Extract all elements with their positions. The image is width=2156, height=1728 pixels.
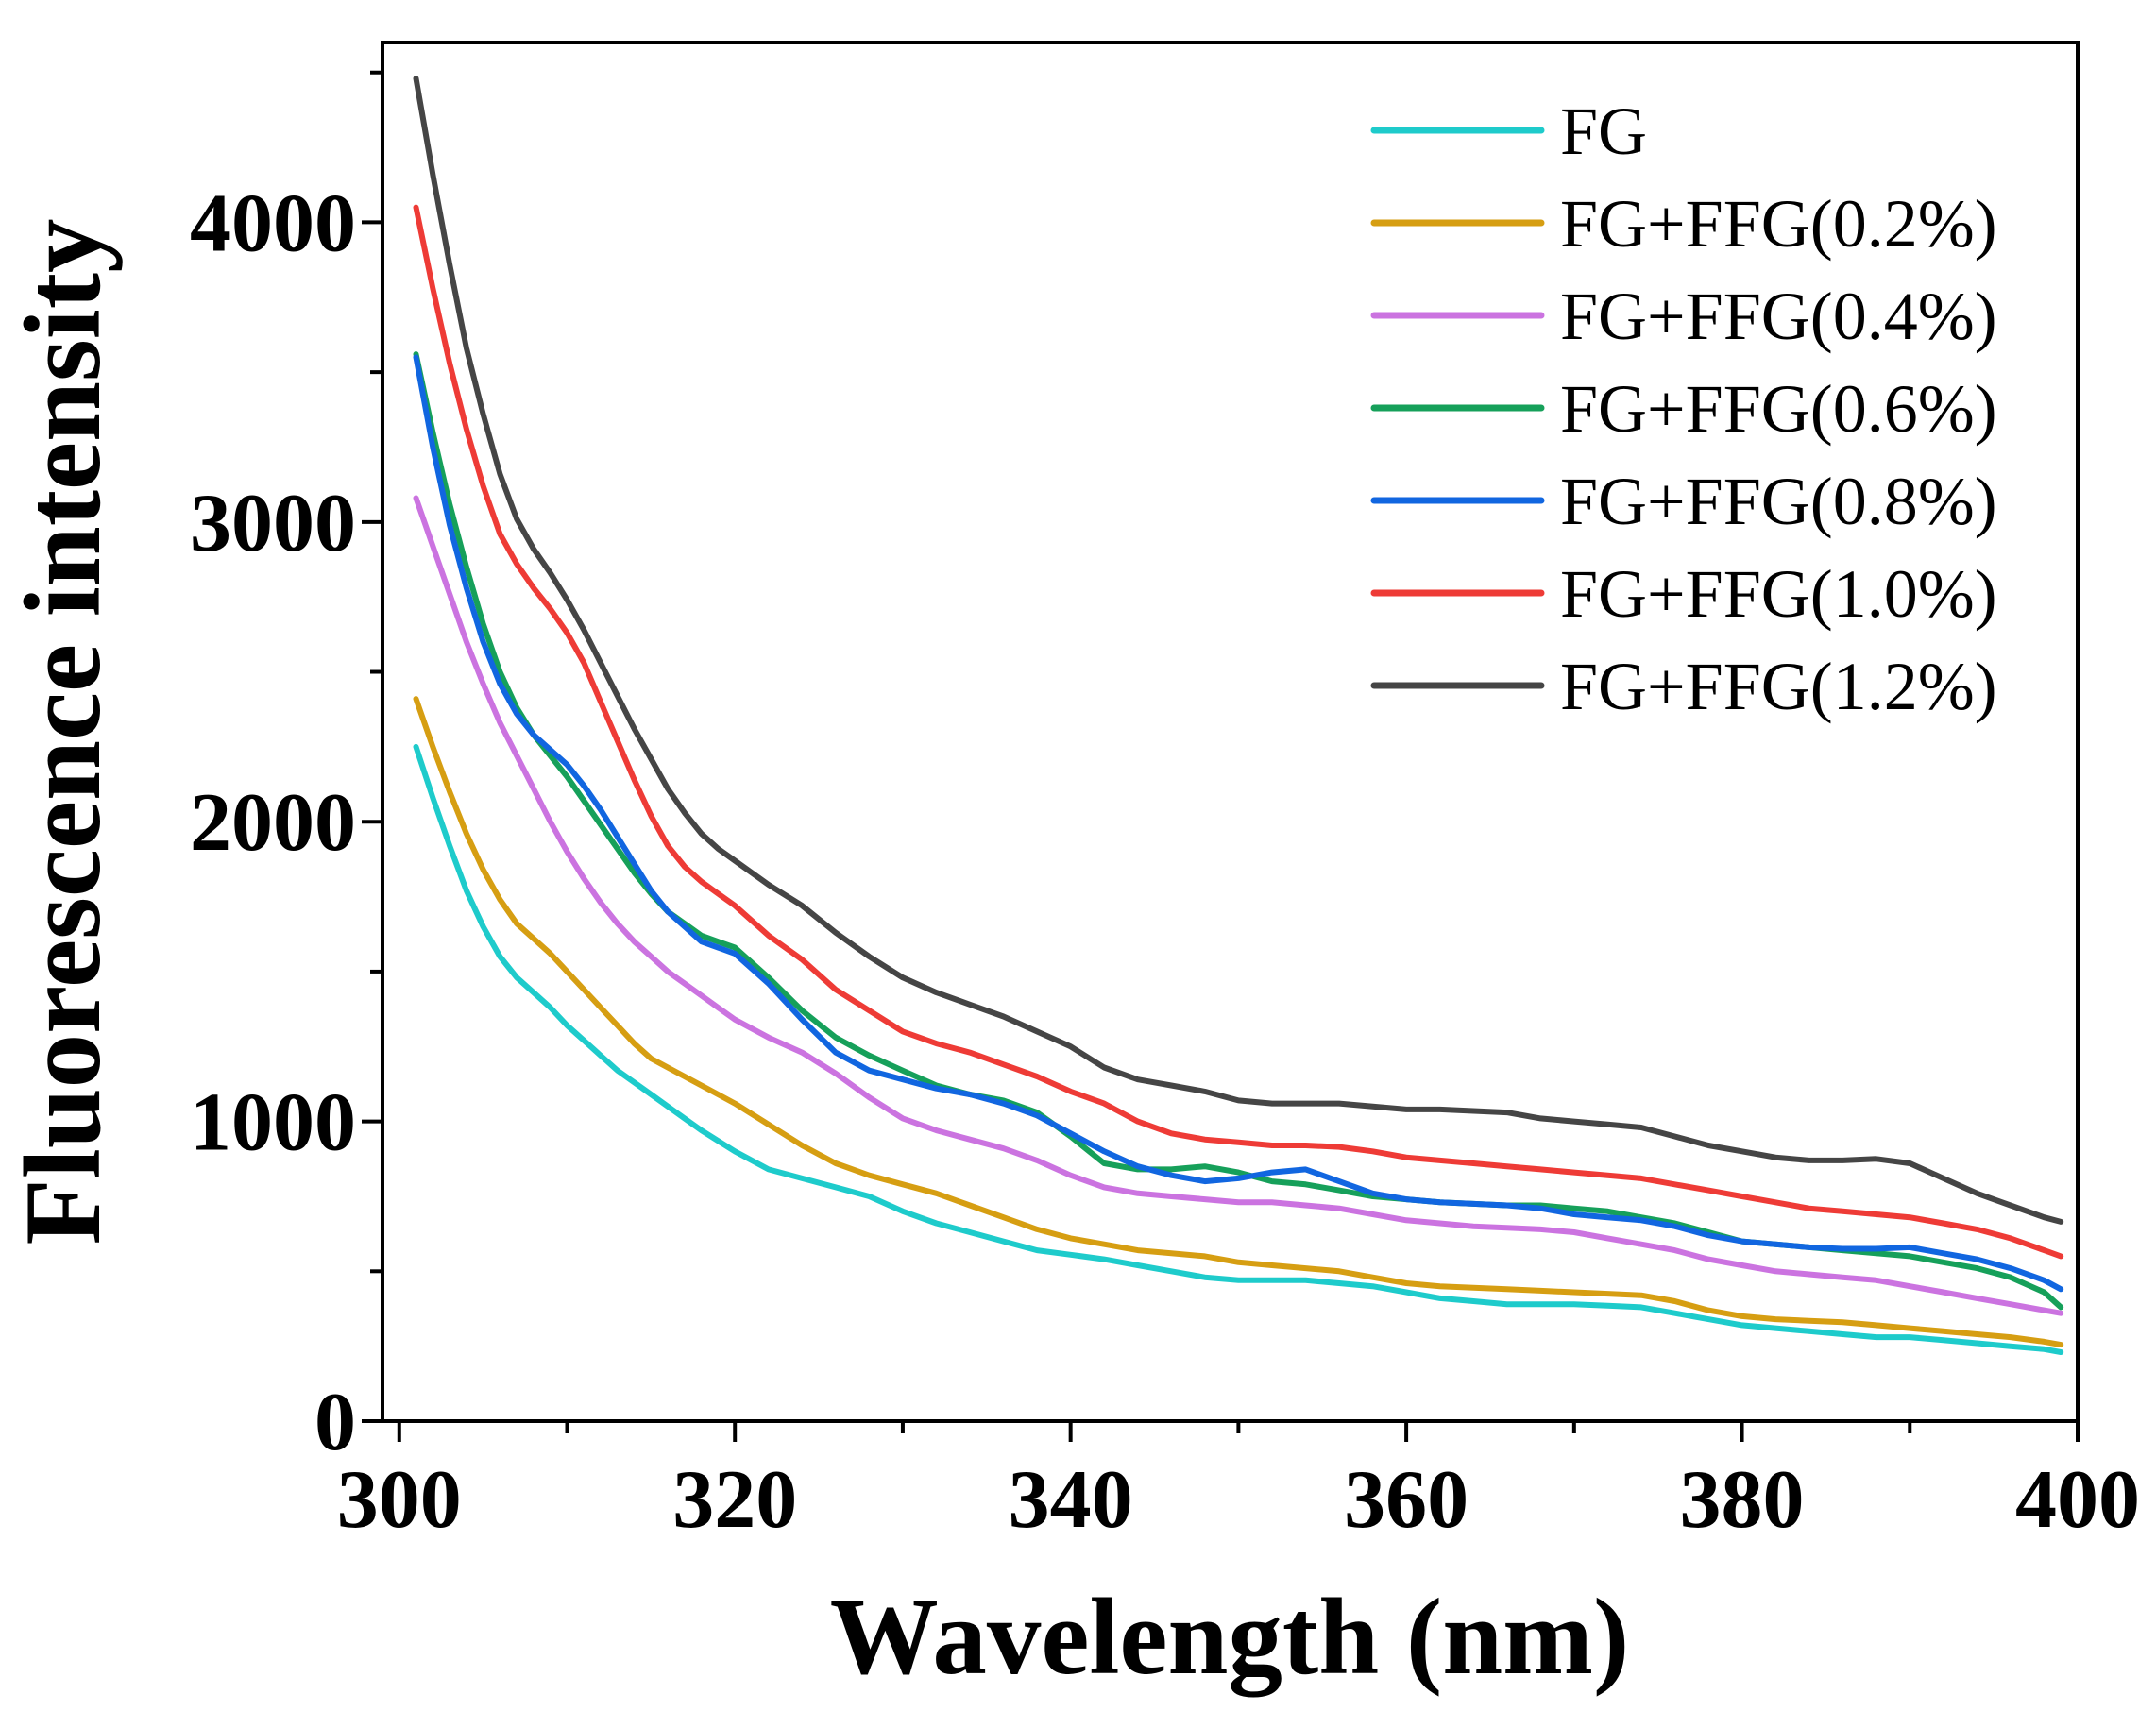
legend-label: FG — [1560, 93, 1647, 169]
series-line-1 — [413, 696, 2064, 1348]
legend: FG FG+FFG(0.2%) FG+FFG(0.4%) FG+FFG(0.6%) FG… — [1370, 93, 1997, 724]
plot-frame — [381, 41, 2080, 1423]
legend-label: FG+FFG(0.2%) — [1560, 186, 1997, 262]
series-line-2 — [413, 495, 2064, 1316]
y-tick-label: 2000 — [190, 777, 356, 869]
legend-label: FG+FFG(1.0%) — [1560, 556, 1997, 632]
x-axis-title: Wavelength (nm) — [830, 1577, 1630, 1697]
y-tick-label: 0 — [314, 1377, 356, 1468]
y-tick-label: 4000 — [190, 178, 356, 269]
series-line-4 — [413, 354, 2064, 1293]
x-tick-label: 400 — [2015, 1454, 2140, 1546]
series-line-5 — [413, 204, 2064, 1260]
legend-label: FG+FFG(0.8%) — [1560, 464, 1997, 539]
legend-label: FG+FFG(0.4%) — [1560, 279, 1997, 354]
legend-label: FG+FFG(0.6%) — [1560, 371, 1997, 447]
x-tick-label: 360 — [1344, 1454, 1468, 1546]
y-tick-label: 3000 — [190, 478, 356, 569]
plot-lines — [413, 76, 2064, 1355]
x-tick-label: 320 — [672, 1454, 797, 1546]
y-tick-label: 1000 — [190, 1077, 356, 1169]
x-tick-label: 380 — [1680, 1454, 1805, 1546]
y-axis-title: Fluorescence intensity — [3, 219, 123, 1245]
series-line-0 — [413, 743, 2064, 1355]
x-tick-label: 300 — [337, 1454, 462, 1546]
series-line-6 — [413, 76, 2064, 1225]
x-tick-label: 340 — [1009, 1454, 1133, 1546]
legend-label: FG+FFG(1.2%) — [1560, 649, 1997, 724]
